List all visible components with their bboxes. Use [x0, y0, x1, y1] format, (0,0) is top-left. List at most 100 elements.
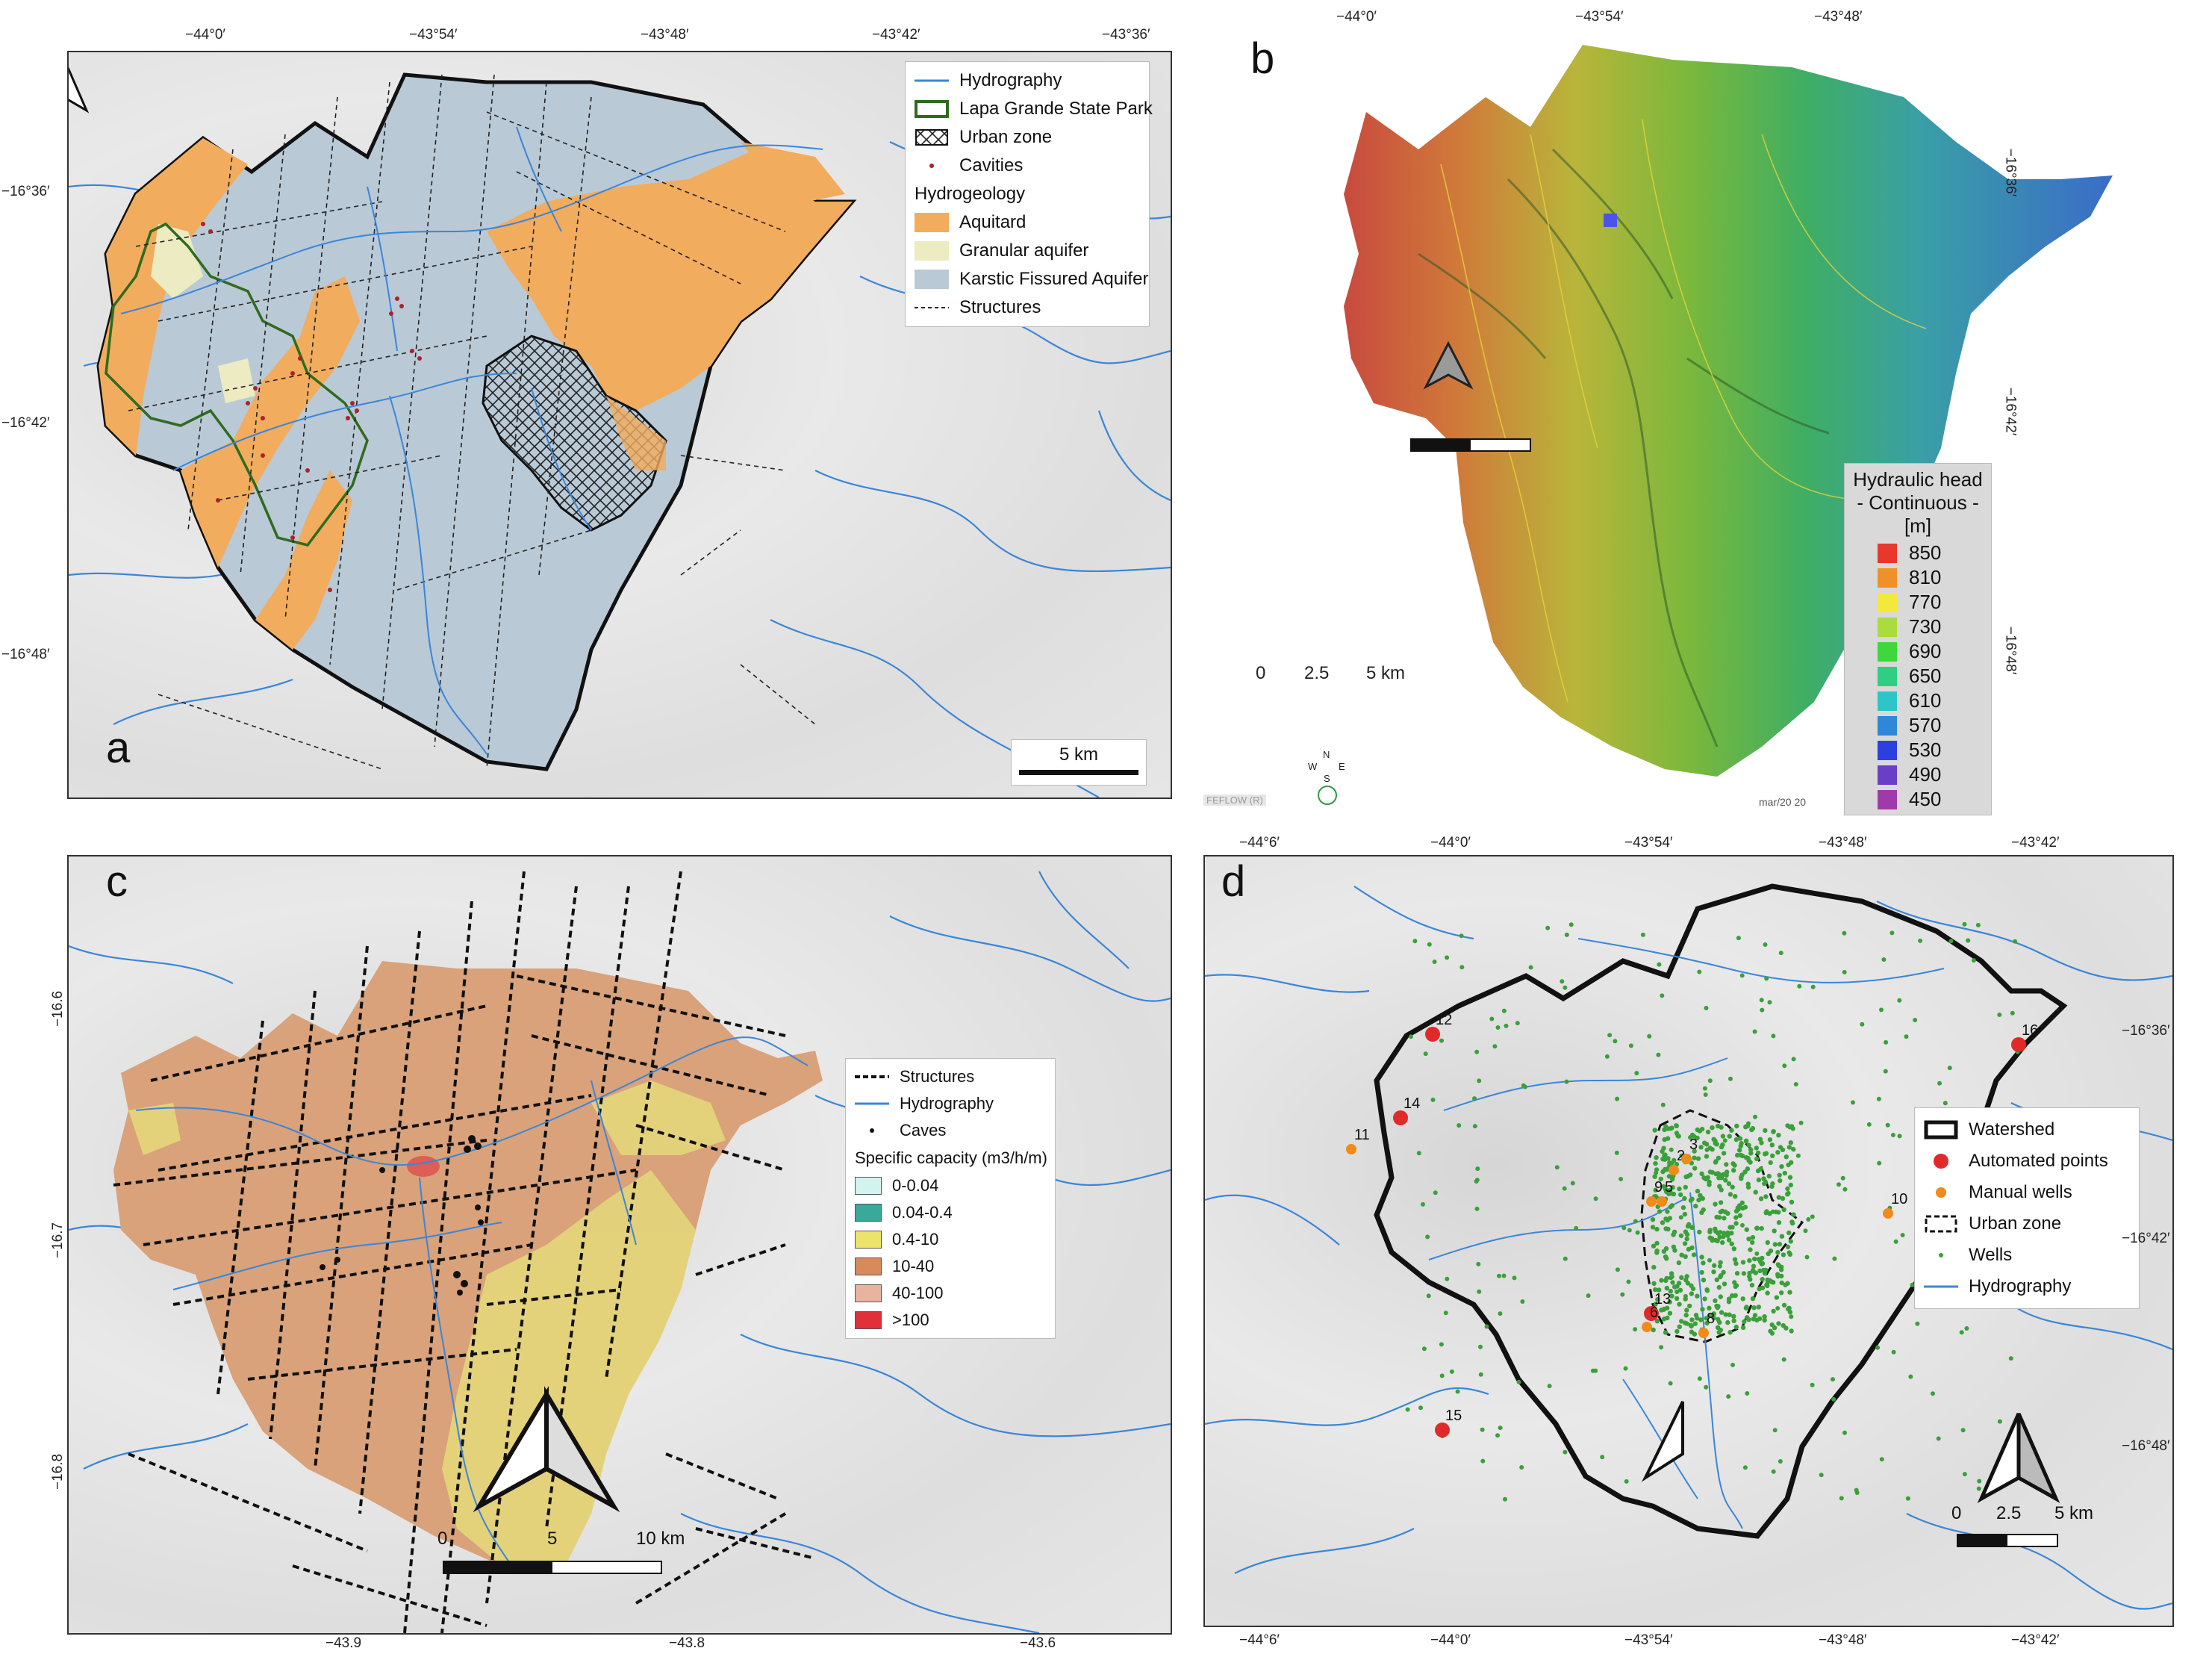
well-point: [1779, 1280, 1784, 1286]
well-point: [1620, 1292, 1625, 1297]
well-point: [1754, 1251, 1760, 1256]
manual-symbol: [1924, 1183, 1958, 1202]
panel-a-top-tick: −44°0′: [185, 27, 225, 43]
well-point: [1763, 1267, 1769, 1273]
well-point: [1719, 1310, 1725, 1315]
panel-c-map: c 0 5 10 km Structures Hydrography Caves…: [67, 855, 1172, 1635]
well-point: [1651, 1264, 1657, 1270]
well-point: [1659, 1345, 1664, 1350]
well-point: [1677, 1287, 1683, 1293]
well-point: [1560, 979, 1565, 984]
well-point: [1564, 1079, 1569, 1084]
well-point: [1763, 1194, 1769, 1199]
well-point: [1753, 1114, 1757, 1119]
well-point: [1806, 1217, 1811, 1222]
legend-label: Automated points: [1969, 1151, 2108, 1171]
well-point: [1669, 1147, 1674, 1152]
well-point: [1770, 1153, 1775, 1158]
head-class-row: 730: [1845, 615, 1991, 639]
well-point: [1725, 1319, 1730, 1325]
well-point: [1683, 1229, 1689, 1234]
well-point: [1698, 1193, 1703, 1198]
panel-c-left-tick: −16.8: [50, 1453, 66, 1490]
well-point: [1633, 1219, 1638, 1224]
well-point: [1474, 1206, 1480, 1211]
well-point: [1689, 1317, 1695, 1322]
panel-d-top-tick: −44°0′: [1430, 835, 1471, 851]
well-point: [1810, 1214, 1815, 1219]
well-point: [1439, 1342, 1444, 1347]
well-point: [1725, 1230, 1730, 1236]
well-point: [1421, 1346, 1427, 1352]
well-point: [1740, 1260, 1746, 1265]
well-point: [1657, 962, 1662, 967]
legend-row-manual: Manual wells: [1915, 1177, 2139, 1208]
well-point: [1716, 1155, 1722, 1160]
well-point: [1904, 1034, 1909, 1039]
well-point: [1744, 1138, 1749, 1143]
well-point: [1676, 1260, 1682, 1266]
well-point: [1755, 1168, 1761, 1174]
well-point: [1767, 1000, 1772, 1005]
point-label: 10: [1891, 1191, 1908, 1207]
well-point: [1680, 1205, 1686, 1210]
well-point: [1739, 1172, 1745, 1178]
well-point: [1740, 1205, 1745, 1211]
panel-b-relief: [1418, 148, 1830, 747]
well-point: [1647, 1033, 1652, 1039]
well-point: [1726, 1299, 1732, 1305]
well-point: [1997, 1013, 2002, 1017]
well-point: [1718, 1328, 1723, 1333]
well-point: [1443, 1311, 1448, 1316]
head-class-row: 530: [1845, 738, 1991, 762]
well-point: [1819, 1473, 1824, 1478]
well-point: [1627, 1228, 1632, 1233]
well-point: [1663, 1278, 1669, 1284]
well-point: [1748, 1151, 1754, 1156]
well-point: [1670, 1185, 1675, 1190]
well-point: [1771, 1469, 1776, 1474]
well-point: [1736, 1148, 1742, 1153]
well-point: [1716, 1284, 1722, 1290]
well-point: [1832, 1256, 1837, 1261]
well-point: [1948, 939, 1954, 944]
well-point: [1689, 1283, 1694, 1288]
capacity-class-swatch: [855, 1284, 882, 1302]
well-point: [1712, 1263, 1717, 1268]
well-point: [1724, 1169, 1730, 1175]
well-point: [1696, 1197, 1701, 1203]
legend-label: Hydrography: [959, 70, 1062, 90]
panel-b-compass-e: E: [1339, 761, 1345, 772]
well-point: [1762, 1313, 1767, 1319]
well-point: [1780, 1252, 1786, 1257]
well-point: [1769, 1142, 1775, 1148]
well-point: [1683, 1293, 1688, 1299]
well-point: [1719, 1187, 1724, 1193]
panel-c-caves: [320, 1135, 484, 1296]
head-class-label: 650: [1909, 665, 1942, 687]
well-point: [1775, 1249, 1780, 1255]
panel-b-label: b: [1250, 34, 1275, 83]
well-point: [1764, 976, 1769, 981]
well-point: [1975, 922, 1981, 927]
panel-b-scalebar-fill: [1411, 439, 1471, 451]
point-label: 6: [1650, 1305, 1659, 1321]
well-point: [1785, 1186, 1790, 1192]
well-point: [1775, 1262, 1780, 1267]
well-point: [1621, 1225, 1627, 1231]
well-point: [1497, 1273, 1501, 1278]
well-point: [1778, 951, 1783, 956]
well-point: [1831, 1377, 1835, 1382]
capacity-class-swatch: [855, 1311, 882, 1329]
well-point: [1716, 1171, 1721, 1176]
well-point: [1689, 1329, 1695, 1334]
well-point: [1668, 1288, 1673, 1294]
well-point: [1713, 1237, 1719, 1243]
urban-symbol: [1924, 1214, 1958, 1234]
well-point: [1879, 1457, 1884, 1462]
well-point: [1613, 1039, 1618, 1044]
automated-point: [2011, 1037, 2026, 1052]
well-point: [1719, 1208, 1725, 1213]
well-point: [1692, 1134, 1697, 1139]
well-point: [2010, 1010, 2015, 1016]
